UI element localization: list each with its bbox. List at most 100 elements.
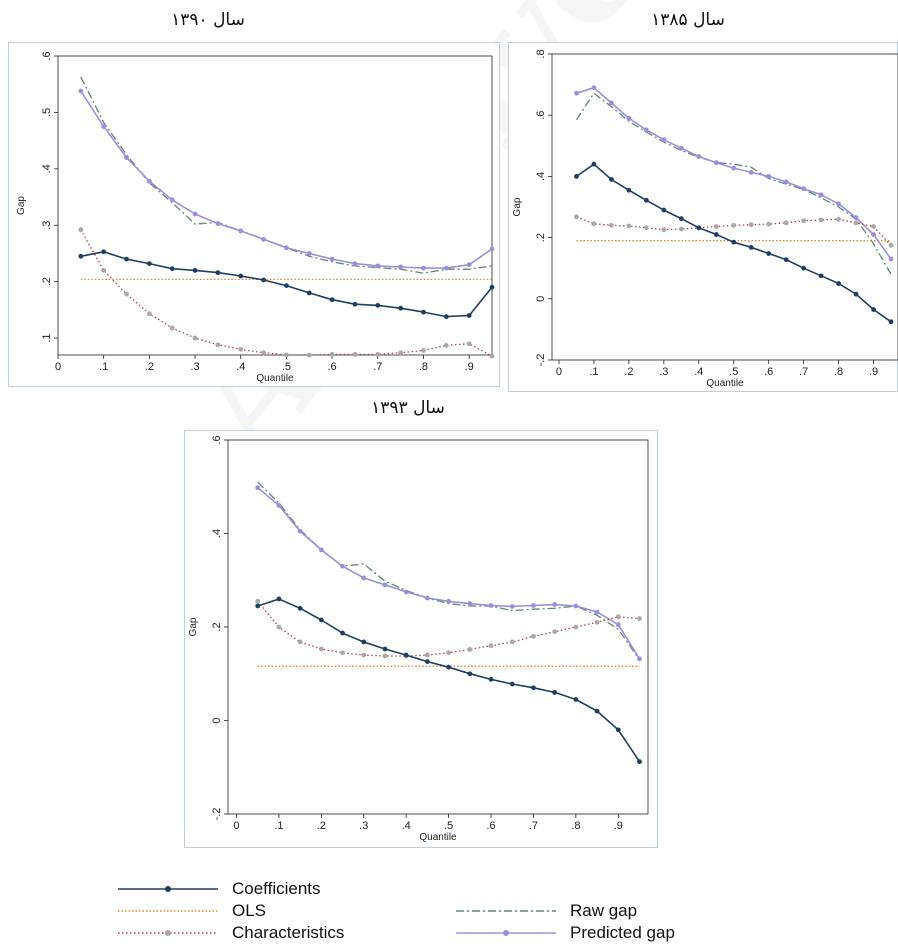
c1390-point-predicted-gap xyxy=(352,261,358,267)
c1385-x-tick-label: .1 xyxy=(589,366,598,378)
c1393-point-coefficients xyxy=(637,759,642,765)
c1385-point-predicted-gap xyxy=(626,115,632,121)
c1393-point-predicted-gap xyxy=(637,656,642,662)
c1393-point-predicted-gap xyxy=(403,589,409,595)
c1393-point-characteristics xyxy=(424,652,430,658)
c1385-plot-area xyxy=(551,53,898,361)
c1385-point-coefficients xyxy=(713,232,719,237)
legend-label-coefficients: Coefficients xyxy=(232,879,321,898)
c1385-point-characteristics xyxy=(713,224,719,229)
c1390-point-predicted-gap xyxy=(443,265,449,271)
c1393-point-characteristics xyxy=(276,624,282,630)
c1385-point-predicted-gap xyxy=(643,127,649,133)
c1393-point-predicted-gap xyxy=(446,598,452,604)
c1385-point-characteristics xyxy=(626,223,632,229)
c1393-x-tick-label: .5 xyxy=(444,820,453,832)
c1390-point-predicted-gap xyxy=(329,256,335,262)
c1385-point-predicted-gap xyxy=(888,256,894,262)
c1393-point-coefficients xyxy=(488,676,494,682)
c1385-point-characteristics xyxy=(818,217,824,223)
c1390-point-characteristics xyxy=(101,267,107,273)
c1393-point-coefficients xyxy=(552,690,558,695)
c1393-plot-area xyxy=(227,439,649,815)
c1385-y-tick-label: .4 xyxy=(535,172,547,181)
chart-1390-caption: سال ۱۳۹۰ xyxy=(171,10,245,30)
c1385-point-characteristics xyxy=(643,225,649,231)
c1390-point-characteristics xyxy=(238,346,244,352)
c1390-point-predicted-gap xyxy=(124,155,129,160)
legend-label-predicted-gap: Predicted gap xyxy=(570,923,675,942)
c1393-point-characteristics xyxy=(531,633,536,639)
legend-label-raw-gap: Raw gap xyxy=(570,901,638,920)
c1393-point-predicted-gap xyxy=(297,528,303,534)
c1390-point-predicted-gap xyxy=(398,264,404,270)
c1385-point-predicted-gap xyxy=(591,85,597,91)
c1393-point-predicted-gap xyxy=(318,547,324,553)
c1385-point-characteristics xyxy=(888,242,894,248)
c1385-point-coefficients xyxy=(888,319,894,325)
c1393-point-characteristics xyxy=(382,653,388,659)
chart-1385-caption: سال ۱۳۸۵ xyxy=(651,10,725,30)
c1393-x-tick-label: .6 xyxy=(486,820,495,832)
c1385-point-characteristics xyxy=(801,218,807,224)
c1393-point-characteristics xyxy=(594,619,600,625)
c1385-point-coefficients xyxy=(678,216,684,222)
c1390-point-characteristics xyxy=(375,352,381,357)
c1385-point-predicted-gap xyxy=(678,145,684,151)
c1393-x-axis-label: Quantile xyxy=(419,832,457,843)
c1390-point-characteristics xyxy=(169,325,175,331)
c1393-point-coefficients xyxy=(531,685,536,691)
legend-swatch-coefficients xyxy=(118,886,218,892)
c1390-point-characteristics xyxy=(306,352,312,358)
c1390-x-tick-label: .9 xyxy=(465,361,474,373)
c1385-point-predicted-gap xyxy=(661,137,667,143)
c1390-point-predicted-gap xyxy=(78,88,84,94)
c1393-y-tick-label: .2 xyxy=(211,622,223,631)
c1390-point-coefficients xyxy=(398,305,404,311)
c1393-point-predicted-gap xyxy=(509,604,515,609)
c1385-point-coefficients xyxy=(766,251,772,256)
c1390-point-coefficients xyxy=(238,273,244,279)
c1390-point-characteristics xyxy=(215,342,221,348)
c1385-point-characteristics xyxy=(609,222,614,228)
c1390-x-tick-label: .7 xyxy=(373,361,382,373)
chart-1393: -.2 0 .2 .4 .6 0 .1 .2 .3 .4 .5 .6 .7 .8 .9 Quantile Gap xyxy=(184,430,658,848)
c1393-point-predicted-gap xyxy=(382,582,388,588)
c1393-point-coefficients xyxy=(573,697,579,702)
c1393-point-predicted-gap xyxy=(467,601,473,607)
c1393-y-tick-label: -.2 xyxy=(211,808,223,821)
c1393-point-characteristics xyxy=(467,647,473,652)
c1390-plot-area xyxy=(57,55,493,356)
c1390-point-predicted-gap xyxy=(215,221,221,226)
c1390-x-tick-label: .3 xyxy=(190,361,199,373)
c1385-x-tick-label: .5 xyxy=(729,366,738,378)
legend-item-raw-gap: Raw gap xyxy=(456,900,637,922)
c1393-y-tick-label: .6 xyxy=(211,435,223,444)
c1385-point-predicted-gap xyxy=(574,90,579,96)
c1390-point-characteristics xyxy=(489,353,495,359)
c1390-y-tick-label: .4 xyxy=(41,164,53,173)
c1393-point-characteristics xyxy=(637,616,642,621)
chart-1390: .1 .2 .3 .4 .5 .6 0 .1 .2 .3 .4 .5 .6 .7 .8 .9 Quantile G… xyxy=(8,42,500,387)
c1390-point-predicted-gap xyxy=(261,236,266,242)
c1390-point-predicted-gap xyxy=(489,246,495,252)
c1385-point-predicted-gap xyxy=(853,215,859,221)
c1385-x-tick-label: 0 xyxy=(556,366,562,378)
c1385-point-coefficients xyxy=(836,281,841,286)
c1385-point-characteristics xyxy=(766,221,772,227)
chart-1393-caption: سال ۱۳۹۳ xyxy=(371,398,445,418)
c1385-point-predicted-gap xyxy=(696,154,702,159)
c1390-x-axis-label: Quantile xyxy=(256,373,294,384)
c1385-y-tick-label: .6 xyxy=(535,111,547,120)
c1390-point-predicted-gap xyxy=(375,263,381,269)
c1385-point-characteristics xyxy=(853,220,859,226)
c1385-point-characteristics xyxy=(591,221,597,227)
c1385-point-characteristics xyxy=(661,227,667,233)
c1390-y-tick-label: .2 xyxy=(41,277,53,286)
c1385-point-predicted-gap xyxy=(766,174,772,179)
c1393-point-coefficients xyxy=(403,652,409,658)
c1385-point-characteristics xyxy=(836,216,841,222)
c1385-point-characteristics xyxy=(678,226,684,232)
c1390-point-characteristics xyxy=(398,350,404,356)
c1393-point-coefficients xyxy=(276,596,282,602)
